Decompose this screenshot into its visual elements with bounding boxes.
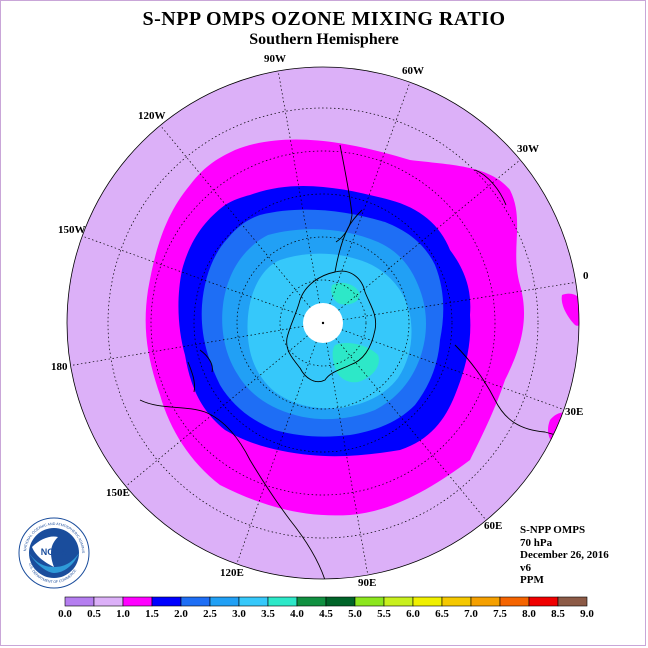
product-info: S-NPP OMPS 70 hPa December 26, 2016 v6 P…	[520, 524, 609, 587]
color-scale-swatch-0	[64, 596, 95, 607]
color-scale-swatch-8	[296, 596, 327, 607]
color-scale-label-3: 1.5	[145, 608, 159, 620]
contour-1p0-edge-a	[561, 293, 579, 326]
lon-label-30w: 30W	[517, 143, 539, 155]
color-scale-label-0: 0.0	[58, 608, 72, 620]
coast-east-africa	[474, 169, 507, 206]
color-scale-label-14: 7.0	[464, 608, 478, 620]
color-scale-label-11: 5.5	[377, 608, 391, 620]
info-date: December 26, 2016	[520, 549, 609, 561]
color-scale-swatch-6	[238, 596, 269, 607]
color-scale: 0.0 0.5 1.0 1.5 2.0 2.5 3.0 3.5 4.0 4.5 5.0 5.5 6.0 6…	[58, 596, 594, 620]
color-scale-swatch-5	[209, 596, 240, 607]
coast-south-america	[335, 144, 353, 243]
info-instrument: S-NPP OMPS	[520, 524, 586, 536]
color-scale-swatch-3	[151, 596, 182, 607]
color-scale-swatch-1	[93, 596, 124, 607]
color-scale-label-12: 6.0	[406, 608, 420, 620]
color-scale-label-8: 4.0	[290, 608, 304, 620]
longitude-labels: 90W 60W 30W 0 30E 60E 90E 120E 150E 180 …	[51, 53, 589, 589]
page-subtitle: Southern Hemisphere	[249, 31, 399, 48]
lon-label-150w: 150W	[58, 224, 86, 236]
lon-label-180: 180	[51, 361, 68, 373]
graticule	[107, 107, 539, 539]
color-scale-label-2: 1.0	[116, 608, 130, 620]
noaa-logo-text: NOAA	[41, 547, 68, 557]
lon-label-90e: 90E	[358, 577, 376, 589]
color-scale-label-13: 6.5	[435, 608, 449, 620]
lon-label-30e: 30E	[565, 406, 583, 418]
color-scale-label-18: 9.0	[580, 608, 594, 620]
color-scale-swatch-12	[412, 596, 443, 607]
lon-label-120e: 120E	[220, 567, 244, 579]
color-scale-swatch-2	[122, 596, 153, 607]
color-scale-swatch-14	[470, 596, 501, 607]
color-scale-label-7: 3.5	[261, 608, 275, 620]
color-scale-label-1: 0.5	[87, 608, 101, 620]
globe-outline	[66, 66, 580, 580]
lon-label-120w: 120W	[138, 110, 166, 122]
color-scale-swatch-16	[528, 596, 559, 607]
color-scale-swatch-11	[383, 596, 414, 607]
color-scale-swatch-13	[441, 596, 472, 607]
contour-3p5-b	[331, 282, 360, 305]
color-scale-swatch-17	[557, 596, 588, 607]
color-scale-label-15: 7.5	[493, 608, 507, 620]
coast-australia	[139, 399, 326, 579]
color-scale-swatch-15	[499, 596, 530, 607]
color-scale-label-6: 3.0	[232, 608, 246, 620]
lon-label-60w: 60W	[402, 65, 424, 77]
noaa-logo: NOAA NATIONAL OCEANIC AND ATMOSPHERIC AD…	[18, 517, 90, 589]
info-level: 70 hPa	[520, 536, 553, 549]
info-units: PPM	[520, 574, 544, 586]
color-scale-swatch-10	[354, 596, 385, 607]
color-scale-label-5: 2.5	[203, 608, 217, 620]
color-scale-label-4: 2.0	[174, 608, 188, 620]
color-scale-label-17: 8.5	[551, 608, 565, 620]
color-scale-label-16: 8.0	[522, 608, 536, 620]
coast-new-zealand	[187, 349, 213, 393]
color-scale-label-9: 4.5	[319, 608, 333, 620]
color-scale-swatch-9	[325, 596, 356, 607]
lon-label-60e: 60E	[484, 520, 502, 532]
color-scale-label-10: 5.0	[348, 608, 362, 620]
info-version: v6	[520, 561, 531, 574]
lon-label-90w: 90W	[264, 53, 286, 65]
pole-marker	[321, 321, 325, 325]
page-title: S-NPP OMPS OZONE MIXING RATIO	[142, 8, 506, 30]
meridians	[67, 69, 579, 577]
color-scale-swatch-4	[180, 596, 211, 607]
lon-label-0: 0	[583, 270, 589, 282]
lon-label-150e: 150E	[106, 487, 130, 499]
color-scale-swatch-7	[267, 596, 298, 607]
